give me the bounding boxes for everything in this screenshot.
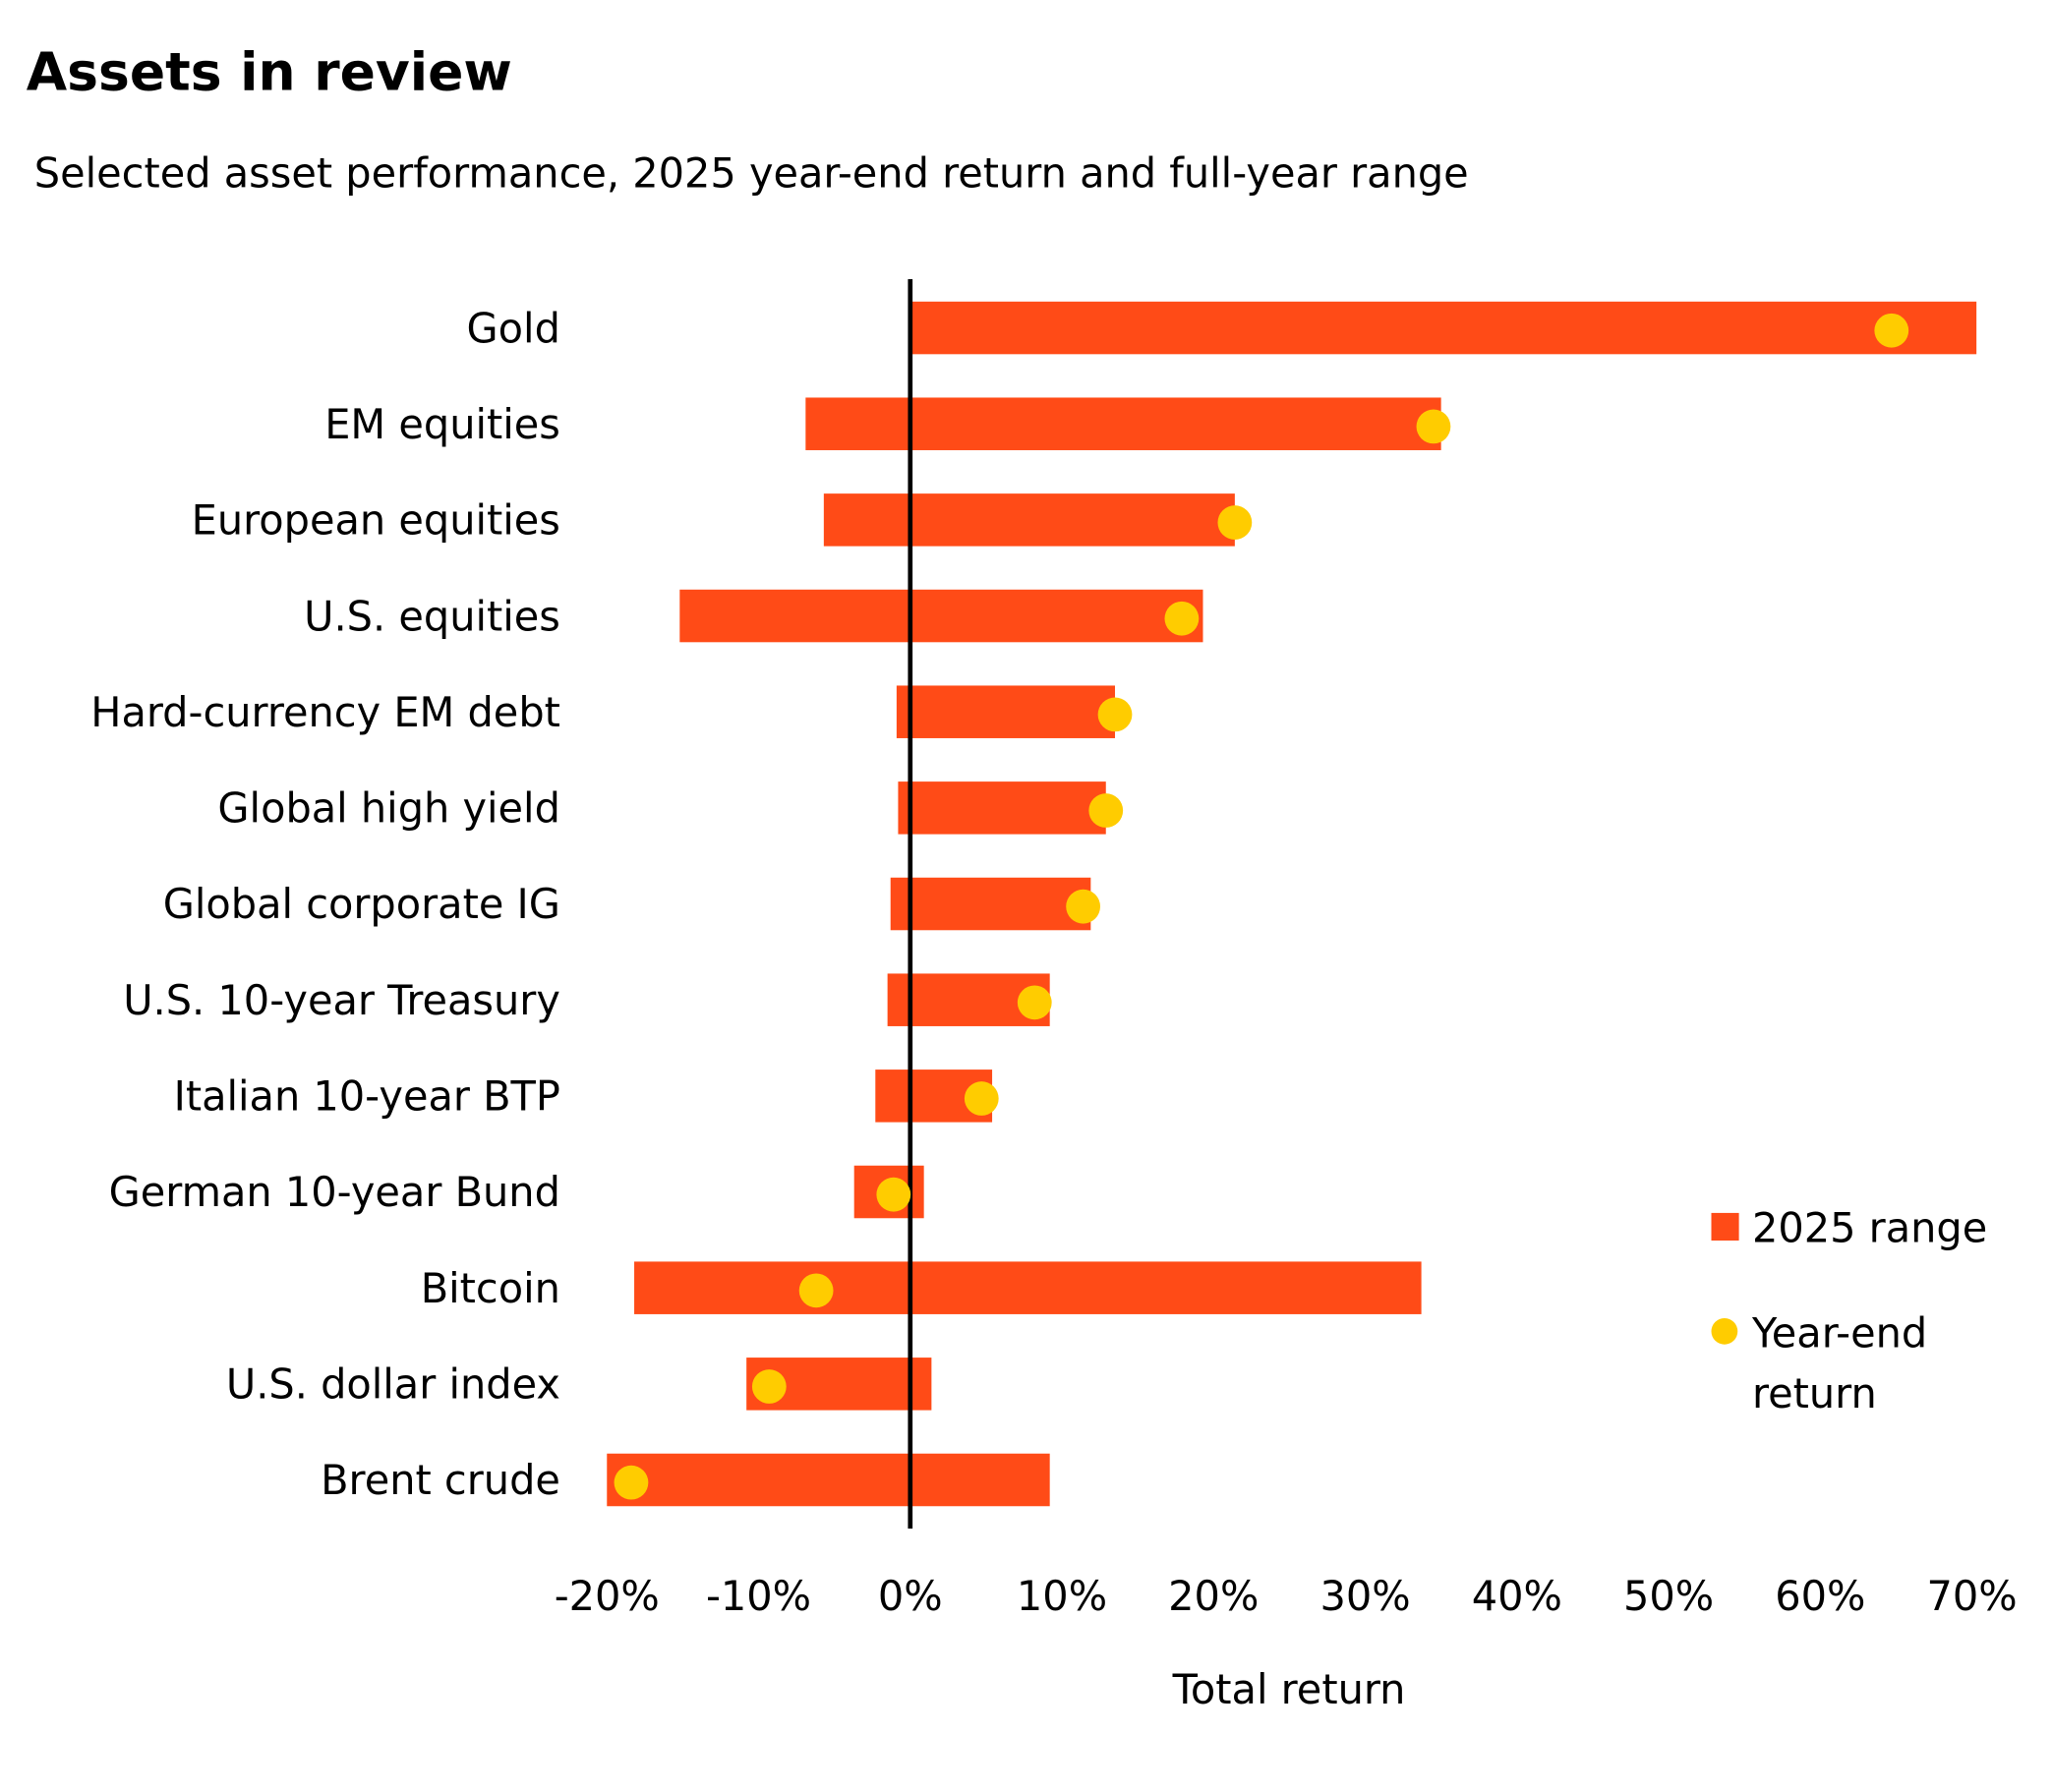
year-end-dot [876,1177,911,1212]
year-end-dot [1217,505,1253,540]
category-label: EM equities [324,401,560,448]
category-label: Hard-currency EM debt [90,689,560,736]
chart-title: Assets in review [27,40,512,102]
range-bar [805,397,1441,450]
x-tick-label: 40% [1472,1573,1562,1620]
range-bar [909,301,1977,355]
year-end-dot [798,1273,834,1308]
year-end-dot [964,1081,999,1116]
range-bar [898,781,1106,835]
x-tick-label: 20% [1168,1573,1259,1620]
x-tick-label: 60% [1775,1573,1865,1620]
x-tick-label: -10% [706,1573,811,1620]
category-label: German 10-year Bund [109,1169,560,1216]
range-bar [634,1261,1422,1314]
category-label: Bitcoin [421,1265,560,1312]
year-end-dot [1066,889,1101,924]
year-end-dot [614,1465,649,1500]
year-end-dot [751,1369,787,1404]
category-label: Italian 10-year BTP [174,1073,560,1121]
range-bar [890,877,1091,931]
legend-dot-swatch [1711,1317,1738,1345]
range-bar [679,589,1203,643]
x-tick-label: 50% [1623,1573,1714,1620]
x-tick-label: -20% [555,1573,660,1620]
x-tick-label: 0% [878,1573,943,1620]
x-axis-label: Total return [1172,1666,1406,1713]
legend-dot-label-2: return [1752,1370,1877,1417]
range-bar [607,1453,1050,1507]
year-end-dot [1097,697,1133,732]
range-bar [823,493,1235,547]
chart-subtitle: Selected asset performance, 2025 year-en… [34,149,1469,197]
x-tick-label: 10% [1017,1573,1107,1620]
x-tick-label: 30% [1319,1573,1410,1620]
category-label: U.S. 10-year Treasury [123,977,560,1024]
year-end-dot [1164,601,1200,636]
year-end-dot [1088,793,1124,828]
category-label: U.S. dollar index [226,1361,560,1409]
year-end-dot [1017,985,1052,1020]
category-label: European equities [192,497,560,545]
year-end-dot [1874,313,1909,348]
category-label: U.S. equities [304,593,560,640]
legend-range-label: 2025 range [1752,1204,1987,1251]
year-end-dot [1416,409,1451,444]
category-label: Gold [467,305,560,352]
legend: 2025 range Year-end return [1711,1204,1987,1417]
category-label: Brent crude [321,1457,560,1504]
legend-range-swatch [1711,1212,1739,1242]
range-bar [896,685,1116,738]
category-label: Global corporate IG [163,881,560,928]
x-tick-label: 70% [1926,1573,2017,1620]
category-label: Global high yield [217,785,559,833]
legend-dot-label: Year-end [1751,1309,1927,1357]
